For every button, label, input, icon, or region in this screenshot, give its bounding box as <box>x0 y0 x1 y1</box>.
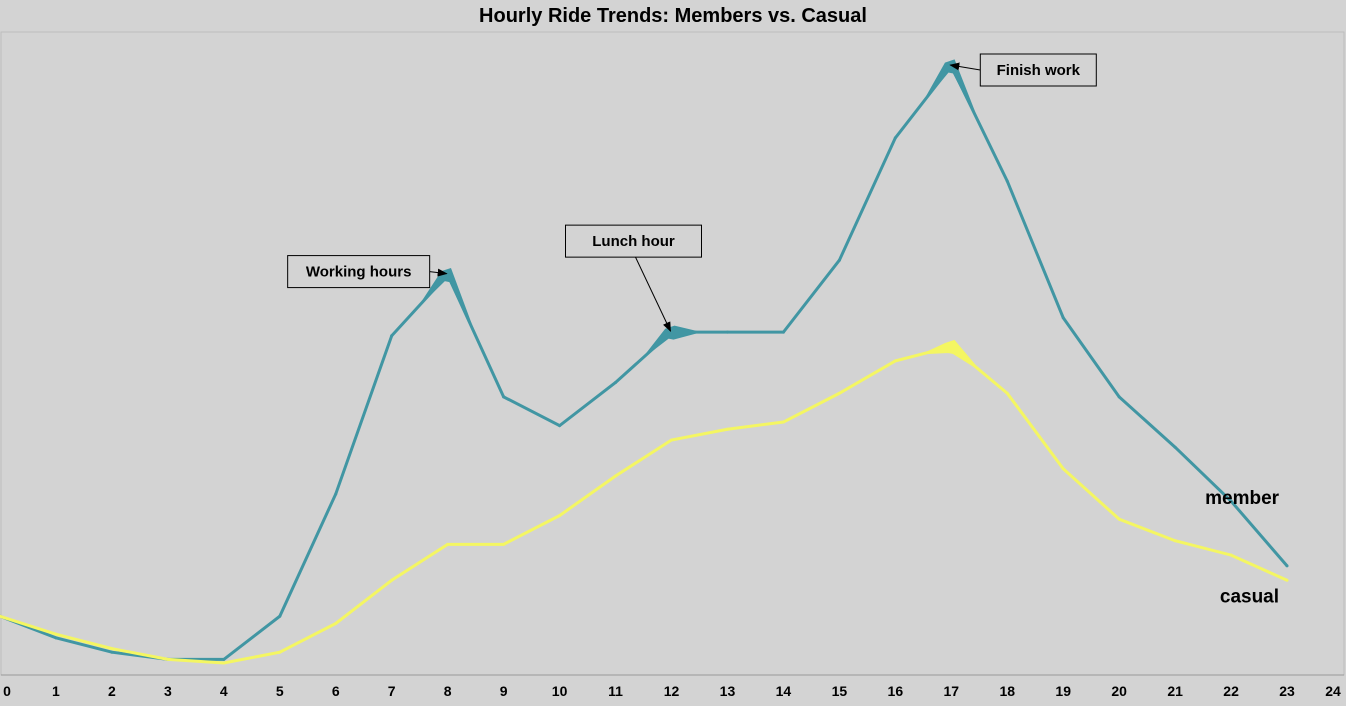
data-point-casual <box>1005 391 1009 395</box>
data-point-member <box>558 424 562 428</box>
data-point-member <box>1285 564 1289 568</box>
data-point-casual <box>278 650 282 654</box>
x-axis-ticks: 0 1 2 3 4 5 6 7 8 9 10 11 12 13 14 15 16 17 18 19 20 21 22 23 24 <box>3 683 1341 699</box>
x-tick-label: 12 <box>664 683 680 699</box>
data-point-member <box>54 636 58 640</box>
data-point-casual <box>670 438 673 442</box>
data-point-casual <box>725 427 729 431</box>
annotation-arrow <box>949 62 981 71</box>
x-tick-label: 15 <box>832 683 848 699</box>
data-point-member <box>1229 499 1233 503</box>
x-tick-label: 4 <box>220 683 228 699</box>
data-point-member <box>781 330 785 334</box>
data-point-casual <box>110 647 114 651</box>
data-point-casual <box>837 391 841 395</box>
x-tick-label: 21 <box>1167 683 1183 699</box>
x-tick-label: 10 <box>552 683 568 699</box>
annotation-text: Lunch hour <box>592 233 675 250</box>
data-point-casual <box>390 578 394 582</box>
data-point-casual <box>222 661 226 665</box>
data-point-casual <box>1117 517 1121 521</box>
x-tick-label: 20 <box>1111 683 1127 699</box>
series-label-member: member <box>1205 488 1280 509</box>
highlight-wedge-casual <box>923 339 980 371</box>
data-point-casual <box>166 657 170 661</box>
data-point-member <box>1061 316 1065 320</box>
annotation-callout: Lunch hour <box>565 224 702 333</box>
annotation-layer: Working hours Lunch hour Finish work <box>287 53 1097 371</box>
data-point-member <box>725 330 729 334</box>
data-point-member <box>1173 445 1177 449</box>
annotation-text: Finish work <box>997 62 1081 79</box>
data-point-casual <box>1229 553 1233 557</box>
series-label-casual: casual <box>1220 586 1279 607</box>
annotation-box <box>979 53 1097 87</box>
data-point-member <box>893 136 897 140</box>
x-tick-label: 11 <box>608 683 623 699</box>
data-point-casual <box>446 542 450 546</box>
plot-area <box>0 31 1345 676</box>
x-tick-label: 3 <box>164 683 172 699</box>
data-point-casual <box>334 621 338 625</box>
annotation-arrow <box>429 268 448 277</box>
data-point-member <box>502 395 506 399</box>
x-tick-label: 7 <box>388 683 396 699</box>
data-point-casual <box>1285 578 1289 582</box>
data-point-member <box>1117 395 1121 399</box>
data-point-casual <box>502 542 506 546</box>
x-tick-label: 18 <box>999 683 1015 699</box>
data-point-member <box>614 380 618 384</box>
data-point-member <box>110 650 114 654</box>
data-point-casual <box>781 420 785 424</box>
data-point-member <box>222 657 226 661</box>
x-tick-label: 2 <box>108 683 116 699</box>
data-point-casual <box>558 514 562 518</box>
x-tick-label: 16 <box>888 683 904 699</box>
data-point-casual <box>893 359 897 363</box>
annotation-emphasis-2 <box>922 59 980 124</box>
x-tick-label: 6 <box>332 683 340 699</box>
data-point-member <box>837 258 841 262</box>
data-point-member <box>278 614 282 618</box>
x-tick-label: 5 <box>276 683 284 699</box>
annotation-box <box>287 255 431 289</box>
annotation-text: Working hours <box>306 264 412 281</box>
x-tick-label: 14 <box>776 683 792 699</box>
x-tick-label: 0 <box>3 683 11 699</box>
data-point-member <box>1005 179 1009 183</box>
x-tick-label: 19 <box>1055 683 1071 699</box>
x-tick-label: 9 <box>500 683 508 699</box>
x-tick-label: 1 <box>52 683 60 699</box>
data-point-member <box>334 492 338 496</box>
annotation-callout: Working hours <box>287 255 448 289</box>
x-tick-label: 8 <box>444 683 452 699</box>
data-point-casual <box>1173 539 1177 543</box>
chart-title: Hourly Ride Trends: Members vs. Casual <box>479 5 867 27</box>
x-tick-label: 13 <box>720 683 736 699</box>
data-point-member <box>390 334 394 338</box>
data-point-casual <box>0 614 2 618</box>
x-tick-label: 24 <box>1325 683 1341 699</box>
annotation-callout: Finish work <box>949 53 1097 87</box>
annotation-box <box>565 224 702 258</box>
data-point-casual <box>54 632 58 636</box>
data-point-casual <box>614 474 618 478</box>
series-line-casual <box>0 344 1288 665</box>
x-tick-label: 17 <box>944 683 960 699</box>
x-tick-label: 22 <box>1223 683 1239 699</box>
annotation-arrow <box>635 256 671 333</box>
data-point-casual <box>1061 467 1065 471</box>
x-tick-label: 23 <box>1279 683 1295 699</box>
